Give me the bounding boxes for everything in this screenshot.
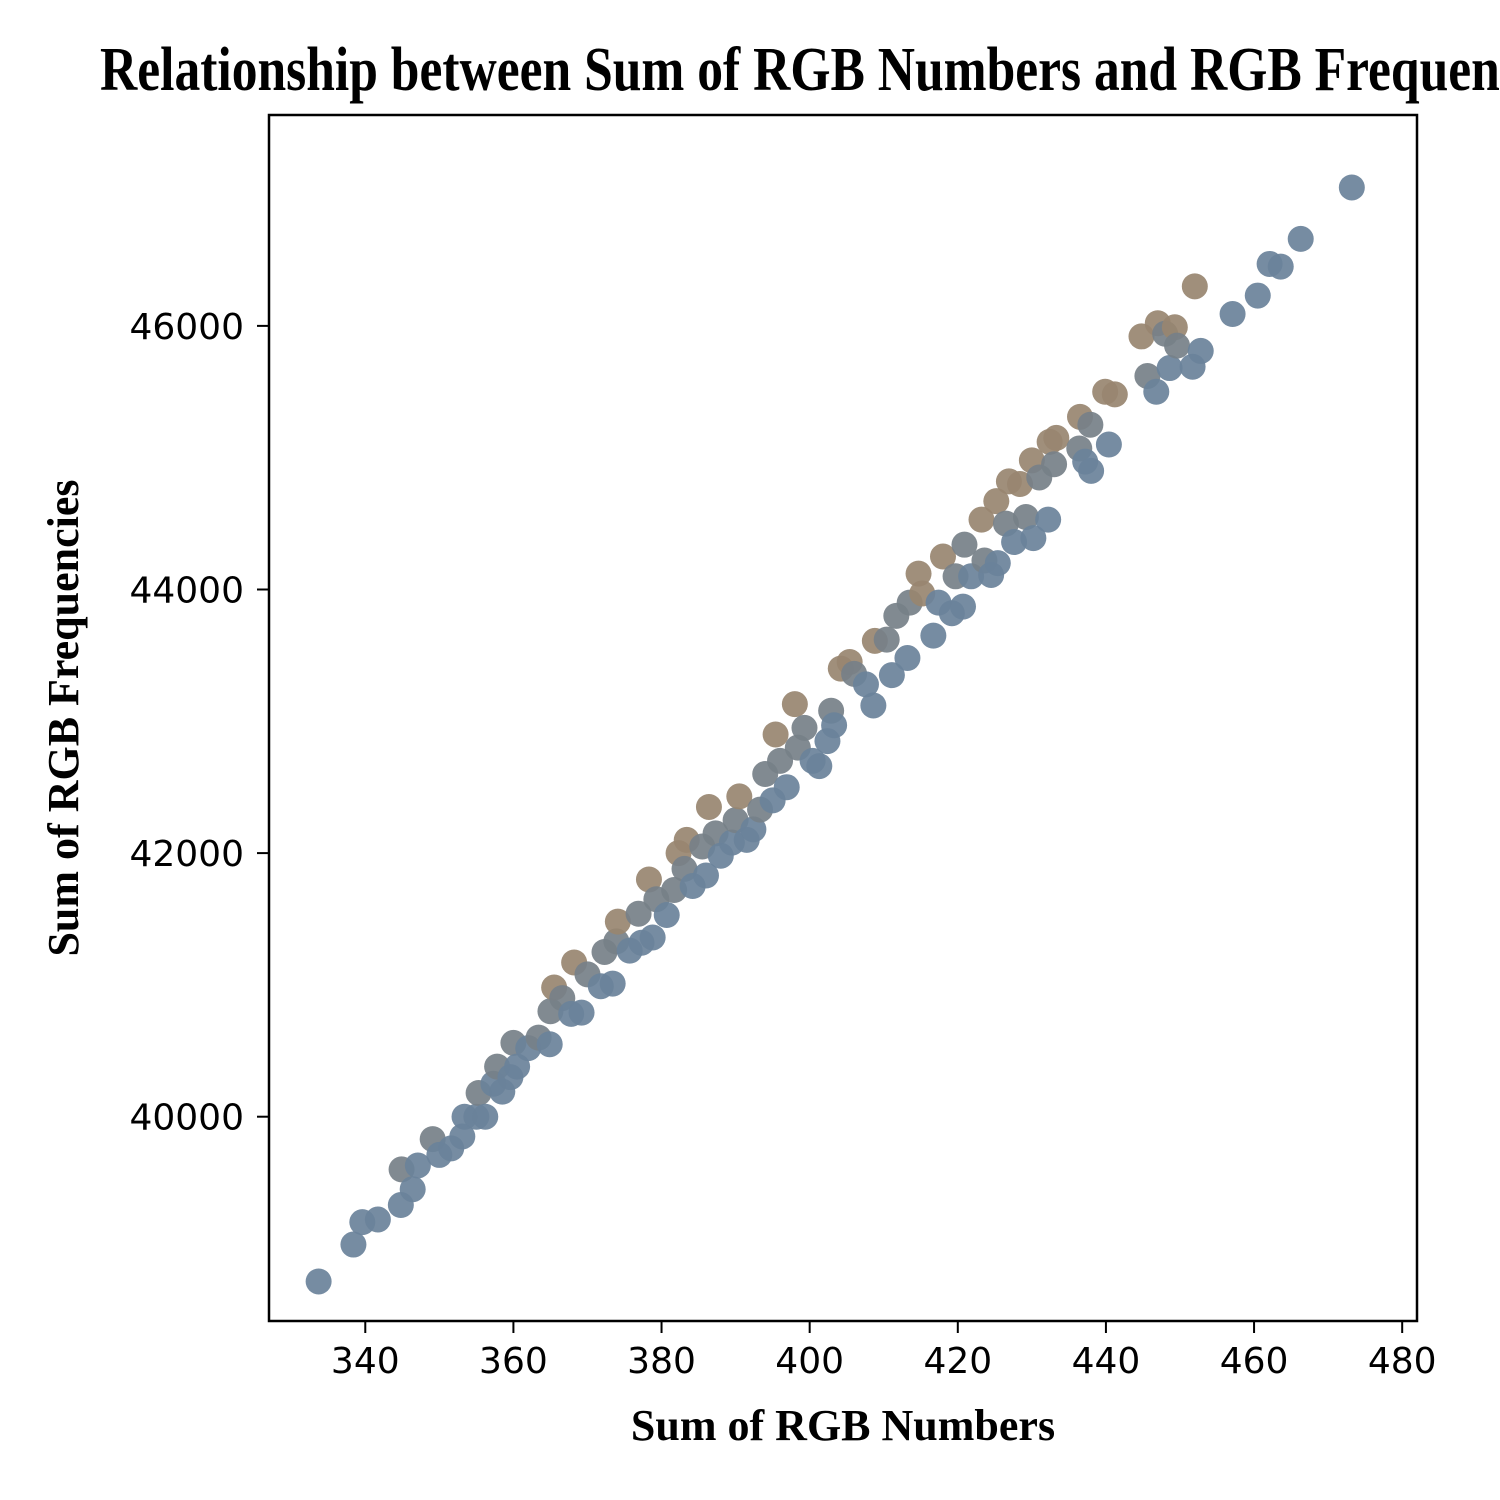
scatter-point (920, 622, 947, 649)
scatter-point (305, 1268, 332, 1295)
x-tick-label: 400 (775, 1341, 844, 1382)
scatter-point (1187, 337, 1214, 364)
scatter-point (1043, 424, 1070, 451)
scatter-point (984, 550, 1011, 577)
x-tick-label: 480 (1368, 1341, 1437, 1382)
y-tick-label: 46000 (129, 307, 244, 348)
scatter-point (449, 1123, 476, 1150)
scatter-point (929, 543, 956, 570)
scatter-point (653, 902, 680, 929)
x-tick-label: 460 (1220, 1341, 1289, 1382)
scatter-point (1041, 451, 1068, 478)
scatter-point (894, 645, 921, 672)
scatter-point (905, 560, 932, 587)
scatter-point (1219, 301, 1246, 328)
scatter-point (639, 924, 666, 951)
scatter-point (1001, 529, 1028, 556)
scatter-point (1267, 253, 1294, 280)
scatter-point (604, 908, 631, 935)
x-tick-label: 380 (627, 1341, 696, 1382)
scatter-point (1077, 411, 1104, 438)
scatter-point (781, 691, 808, 718)
scatter-point (1181, 273, 1208, 300)
scatter-point (568, 999, 595, 1026)
scatter-point (806, 753, 833, 780)
x-tick-label: 420 (923, 1341, 992, 1382)
x-tick-label: 340 (331, 1341, 400, 1382)
scatter-point (740, 816, 767, 843)
scatter-point (873, 626, 900, 653)
scatter-point (635, 866, 662, 893)
scatter-point (404, 1152, 431, 1179)
x-axis-label: Sum of RGB Numbers (631, 1401, 1055, 1450)
scatter-point (791, 714, 818, 741)
chart-title: Relationship between Sum of RGB Numbers … (100, 36, 1500, 104)
scatter-point (860, 692, 887, 719)
scatter-point (1012, 504, 1039, 530)
y-tick-label: 44000 (129, 570, 244, 611)
scatter-point (625, 900, 652, 927)
scatter-point (1020, 525, 1047, 552)
scatter-point (695, 793, 722, 820)
scatter-point (1143, 378, 1170, 405)
scatter-point (726, 783, 753, 810)
scatter-point (536, 1031, 563, 1058)
scatter-point (1035, 506, 1062, 533)
scatter-point (472, 1103, 499, 1130)
scatter-point (1101, 381, 1128, 408)
scatter-point (399, 1176, 426, 1203)
scatter-point (949, 593, 976, 620)
scatter-point (983, 488, 1010, 515)
x-axis: 340 360 380 400 420 440 460 480 (331, 1321, 1437, 1382)
y-axis: 40000 42000 44000 46000 (129, 307, 269, 1139)
scatter-point (878, 662, 905, 689)
y-tick-label: 42000 (129, 834, 244, 875)
scatter-point (1338, 174, 1365, 201)
scatter-point (1164, 332, 1191, 359)
scatter-point (968, 506, 995, 533)
scatter-point (821, 712, 848, 739)
scatter-point (364, 1206, 391, 1233)
scatter-points (305, 174, 1365, 1295)
scatter-point (1244, 282, 1271, 309)
scatter-point (1078, 457, 1105, 484)
scatter-point (951, 531, 978, 558)
scatter-point (599, 970, 626, 997)
scatter-point (767, 747, 794, 774)
scatter-point (1156, 355, 1183, 382)
plot-frame (267, 113, 1419, 1323)
y-tick-label: 40000 (129, 1098, 244, 1139)
scatter-point (762, 721, 789, 748)
x-tick-label: 360 (479, 1341, 548, 1382)
scatter-point (340, 1231, 367, 1258)
scatter-point (852, 671, 879, 698)
scatter-point (1287, 225, 1314, 252)
x-tick-label: 440 (1072, 1341, 1141, 1382)
y-axis-label: Sum of RGB Frequencies (39, 479, 88, 956)
scatter-point (773, 774, 800, 801)
scatter-point (1095, 431, 1122, 458)
scatter-point (692, 862, 719, 889)
